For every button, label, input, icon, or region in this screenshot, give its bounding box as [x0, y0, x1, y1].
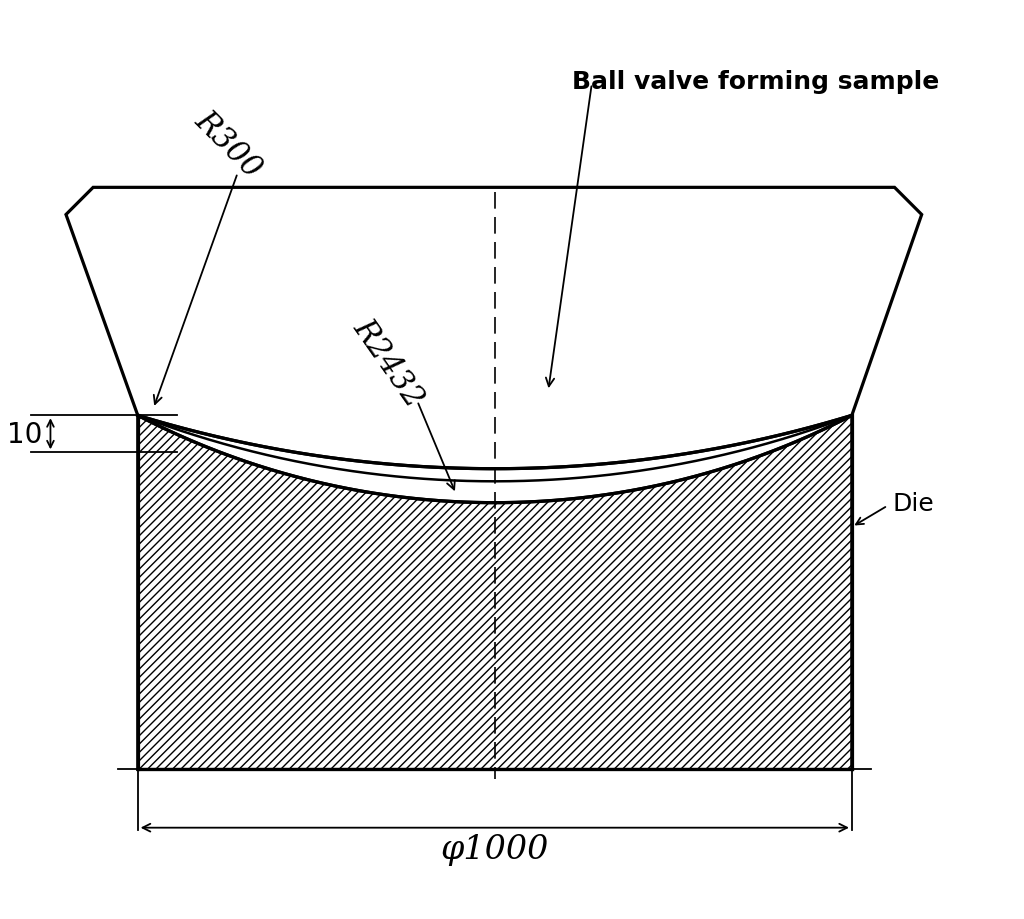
Text: 10: 10 — [7, 420, 43, 448]
Text: φ1000: φ1000 — [440, 833, 549, 865]
Text: Die: Die — [893, 491, 934, 515]
Polygon shape — [66, 188, 922, 470]
Text: R300: R300 — [188, 105, 267, 184]
Text: Ball valve forming sample: Ball valve forming sample — [572, 70, 940, 94]
Text: R2432: R2432 — [346, 312, 430, 413]
Polygon shape — [138, 416, 852, 769]
